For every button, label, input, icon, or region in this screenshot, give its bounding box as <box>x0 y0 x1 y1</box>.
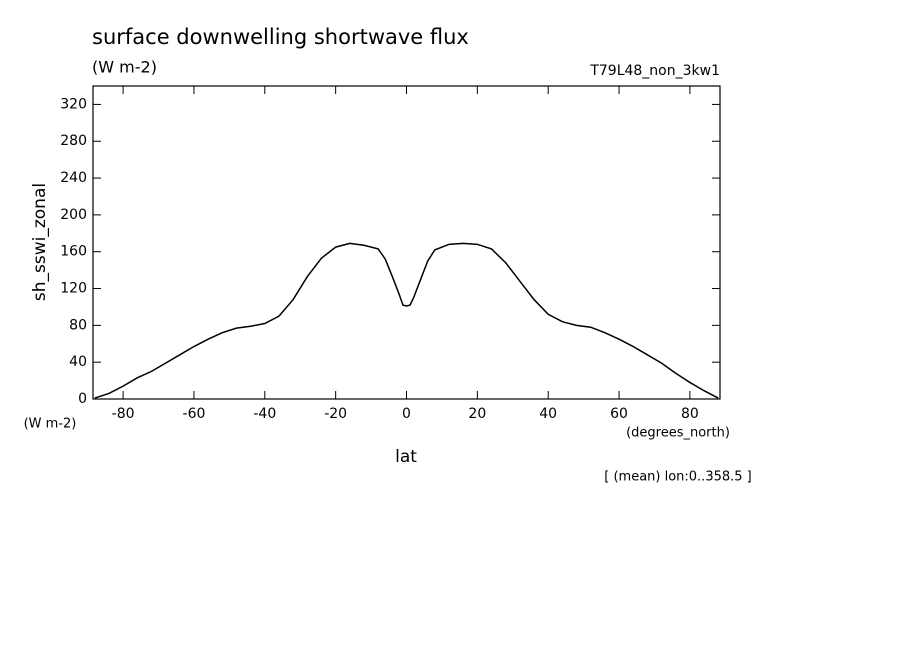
run-label: T79L48_non_3kw1 <box>589 63 720 79</box>
note: [ (mean) lon:0..358.5 ] <box>604 470 752 485</box>
y-axis-units: (W m-2) <box>24 417 77 432</box>
x-tick-label: 40 <box>539 406 557 422</box>
x-tick-label: -60 <box>183 406 206 422</box>
data-line <box>94 242 719 399</box>
y-axis-label: sh_sswi_zonal <box>30 183 50 301</box>
y-tick-label: 280 <box>60 133 87 149</box>
x-tick-label: 0 <box>402 406 411 422</box>
y-tick-label: 40 <box>69 354 87 370</box>
x-tick-label: 60 <box>610 406 628 422</box>
chart-title: surface downwelling shortwave flux <box>92 25 469 49</box>
y-tick-label: 240 <box>60 170 87 186</box>
y-tick-label: 320 <box>60 96 87 112</box>
x-tick-label: -20 <box>324 406 347 422</box>
y-tick-label: 200 <box>60 207 87 223</box>
chart-subtitle: (W m-2) <box>92 58 157 77</box>
y-tick-label: 0 <box>78 391 87 407</box>
x-tick-label: -80 <box>112 406 135 422</box>
x-axis-label: lat <box>395 447 417 467</box>
x-tick-label: 80 <box>681 406 699 422</box>
x-tick-label: 20 <box>468 406 486 422</box>
plot-frame <box>92 85 721 400</box>
x-axis-units: (degrees_north) <box>626 426 730 441</box>
y-tick-label: 160 <box>60 244 87 260</box>
y-tick-label: 80 <box>69 317 87 333</box>
x-tick-label: -40 <box>253 406 276 422</box>
y-tick-label: 120 <box>60 281 87 297</box>
